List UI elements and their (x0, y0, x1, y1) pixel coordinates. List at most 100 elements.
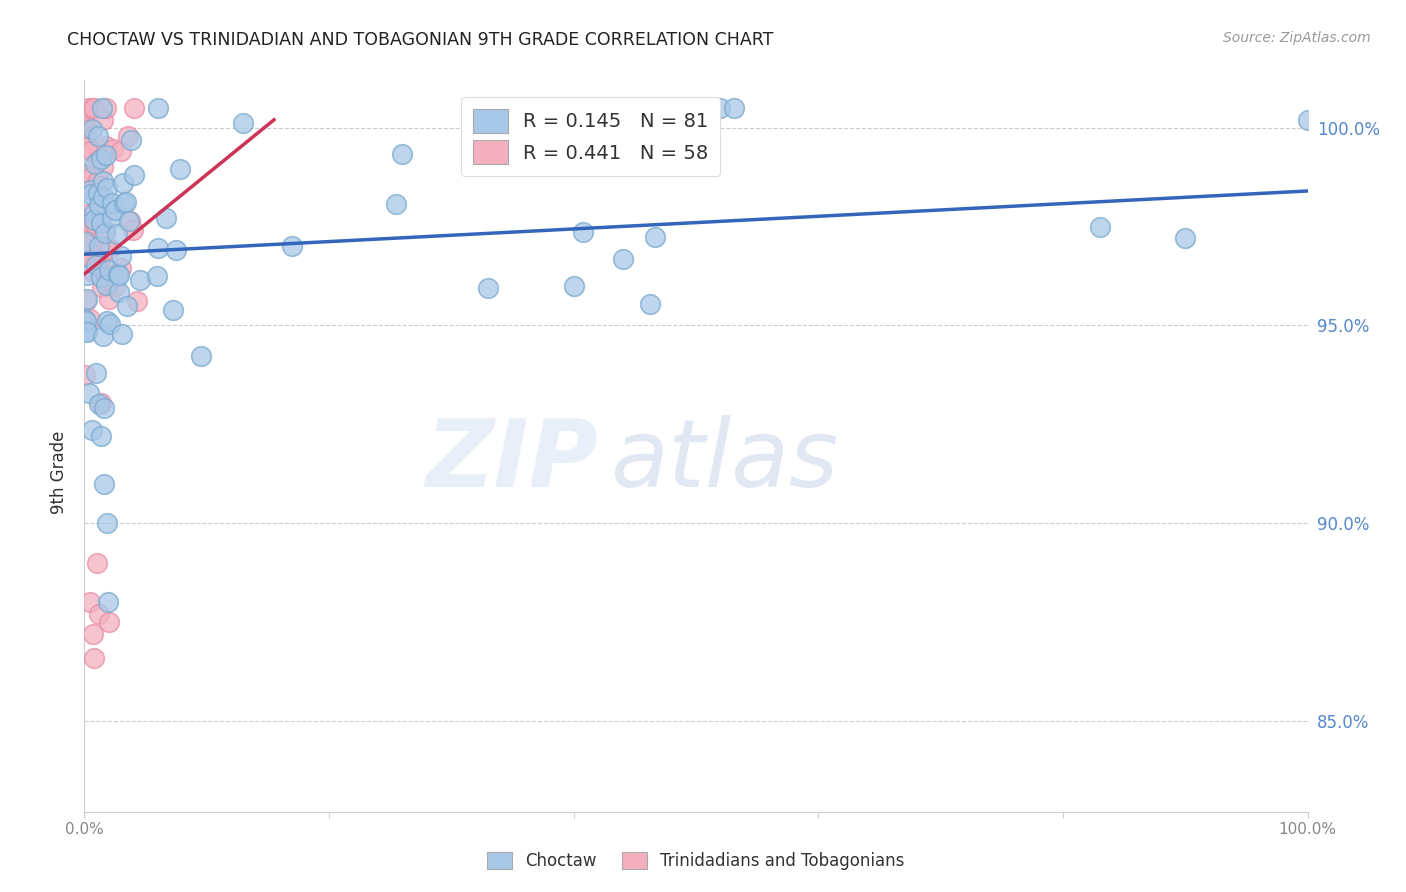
Point (75, 324, 97, 338)
Point (87, 198, 110, 212)
Point (87, 397, 110, 411)
Point (98, 317, 121, 331)
Point (80, 169, 103, 184)
Point (112, 176, 135, 190)
Point (94, 278, 117, 293)
Point (1174, 231, 1197, 245)
Point (87, 607, 110, 621)
Point (89, 259, 111, 273)
Point (612, 252, 634, 267)
Point (90, 280, 112, 294)
Point (83, 650, 105, 665)
Point (96, 516, 118, 530)
Point (118, 214, 141, 228)
Point (146, 241, 169, 255)
Point (80, 252, 103, 266)
Point (93, 476, 115, 491)
Text: atlas: atlas (610, 415, 838, 506)
Point (94, 226, 117, 240)
Point (83, 217, 105, 231)
Point (86, 186, 108, 200)
Point (79, 595, 101, 609)
Point (114, 194, 136, 209)
Point (146, 268, 169, 283)
Point (98, 242, 121, 256)
Point (644, 230, 666, 244)
Point (97, 595, 120, 609)
Point (82, 627, 104, 641)
Point (77, 101, 100, 115)
Point (91, 113, 114, 128)
Point (97, 292, 120, 306)
Point (84, 366, 107, 380)
Point (101, 196, 124, 211)
Point (73, 120, 96, 135)
Point (79, 238, 101, 252)
Point (122, 101, 145, 115)
Point (79, 145, 101, 159)
Point (75, 313, 97, 327)
Point (104, 202, 127, 217)
Point (391, 147, 413, 161)
Point (87, 173, 110, 187)
Point (110, 261, 132, 276)
Point (77, 385, 100, 400)
Point (75, 294, 97, 309)
Point (108, 268, 131, 282)
Point (90, 216, 112, 230)
Point (165, 243, 187, 257)
Point (84, 258, 107, 272)
Text: CHOCTAW VS TRINIDADIAN AND TOBAGONIAN 9TH GRADE CORRELATION CHART: CHOCTAW VS TRINIDADIAN AND TOBAGONIAN 9T… (67, 31, 773, 49)
Point (1088, 219, 1111, 234)
Point (146, 101, 169, 115)
Point (77, 224, 100, 238)
Point (75, 168, 97, 182)
Point (76, 140, 98, 154)
Point (87, 239, 110, 253)
Point (108, 285, 131, 300)
Point (477, 281, 499, 295)
Point (562, 279, 585, 293)
Point (93, 401, 115, 415)
Point (75, 368, 97, 383)
Point (77, 248, 100, 262)
Point (91, 329, 114, 343)
Point (96, 138, 118, 153)
Point (91, 190, 114, 204)
Point (96, 181, 118, 195)
Point (110, 249, 132, 263)
Point (97, 615, 120, 629)
Point (80, 423, 103, 437)
Point (77, 103, 100, 118)
Point (709, 101, 731, 115)
Point (96, 314, 118, 328)
Point (82, 101, 104, 115)
Point (87, 259, 110, 273)
Point (75, 179, 97, 194)
Point (83, 213, 105, 227)
Point (87, 153, 110, 167)
Text: Source: ZipAtlas.com: Source: ZipAtlas.com (1223, 31, 1371, 45)
Point (129, 273, 152, 287)
Point (120, 133, 142, 147)
Point (90, 396, 112, 410)
Point (96, 101, 118, 115)
Point (82, 122, 104, 136)
Point (122, 168, 145, 182)
Point (87, 128, 110, 143)
Point (83, 206, 105, 220)
Point (90, 269, 112, 284)
Point (640, 297, 662, 311)
Point (169, 161, 191, 176)
Point (101, 142, 124, 156)
Point (86, 556, 108, 570)
Point (94, 148, 117, 162)
Point (89, 254, 111, 268)
Point (281, 239, 304, 253)
Point (107, 267, 129, 281)
Point (79, 215, 101, 229)
Point (572, 225, 595, 239)
Point (91, 101, 114, 115)
Point (77, 248, 100, 262)
Point (75, 132, 97, 146)
